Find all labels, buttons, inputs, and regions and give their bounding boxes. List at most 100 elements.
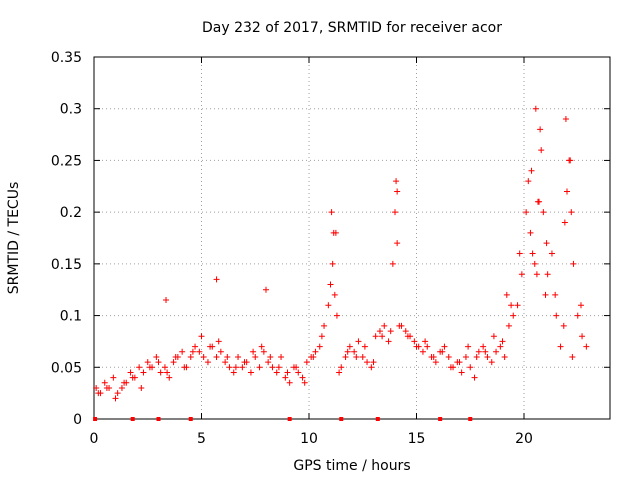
data-point bbox=[432, 359, 439, 366]
data-point bbox=[207, 343, 214, 350]
data-point bbox=[404, 333, 411, 340]
data-point bbox=[525, 178, 532, 185]
data-point bbox=[232, 364, 239, 371]
data-point bbox=[370, 359, 377, 366]
data-point bbox=[379, 333, 386, 340]
data-point bbox=[527, 229, 534, 236]
data-point bbox=[153, 353, 160, 360]
data-point bbox=[146, 364, 153, 371]
gap-marker bbox=[339, 417, 344, 421]
data-point bbox=[385, 338, 392, 345]
data-point bbox=[529, 250, 536, 257]
data-point bbox=[344, 348, 351, 355]
data-point bbox=[342, 353, 349, 360]
data-point bbox=[353, 353, 360, 360]
data-point bbox=[346, 343, 353, 350]
data-point bbox=[402, 328, 409, 335]
data-point bbox=[312, 348, 319, 355]
gap-marker bbox=[468, 417, 473, 421]
data-point bbox=[170, 359, 177, 366]
data-point bbox=[447, 364, 454, 371]
data-point bbox=[480, 343, 487, 350]
grid-lines bbox=[94, 57, 610, 419]
data-point bbox=[467, 364, 474, 371]
data-point bbox=[316, 343, 323, 350]
x-tick-label: 15 bbox=[408, 431, 426, 447]
x-tick-label: 0 bbox=[90, 431, 99, 447]
data-point bbox=[138, 384, 145, 391]
y-tick-label: 0.15 bbox=[51, 257, 82, 273]
data-point bbox=[548, 250, 555, 257]
data-point bbox=[396, 322, 403, 329]
y-tick-label: 0.2 bbox=[60, 205, 82, 221]
data-point bbox=[510, 312, 517, 319]
data-point bbox=[574, 312, 581, 319]
data-point bbox=[528, 167, 535, 174]
data-point bbox=[514, 302, 521, 309]
data-point bbox=[263, 286, 269, 293]
gap-marker bbox=[93, 417, 98, 421]
data-point bbox=[140, 369, 147, 376]
data-point bbox=[531, 260, 538, 267]
data-point bbox=[338, 364, 345, 371]
data-point bbox=[217, 348, 224, 355]
data-point bbox=[127, 369, 134, 376]
data-point bbox=[222, 359, 229, 366]
data-point bbox=[239, 364, 246, 371]
data-point bbox=[267, 353, 274, 360]
chart-title: Day 232 of 2017, SRMTID for receiver aco… bbox=[202, 20, 502, 36]
data-point bbox=[301, 379, 308, 386]
data-point bbox=[196, 348, 203, 355]
data-point bbox=[172, 353, 179, 360]
gap-marker bbox=[188, 417, 193, 421]
data-point bbox=[166, 374, 173, 381]
data-point bbox=[273, 369, 280, 376]
data-point bbox=[318, 333, 325, 340]
y-tick-label: 0.05 bbox=[51, 360, 82, 376]
y-tick-label: 0.25 bbox=[51, 153, 82, 169]
data-point bbox=[136, 364, 143, 371]
data-point bbox=[445, 353, 452, 360]
data-point bbox=[381, 322, 388, 329]
data-point bbox=[532, 105, 539, 112]
gap-marker bbox=[156, 417, 161, 421]
data-point bbox=[544, 271, 551, 278]
data-point bbox=[538, 147, 545, 154]
data-point bbox=[269, 364, 276, 371]
data-point bbox=[103, 384, 110, 391]
data-point bbox=[95, 390, 102, 397]
data-point bbox=[523, 209, 530, 216]
data-point bbox=[543, 240, 550, 247]
data-point bbox=[187, 353, 194, 360]
data-point bbox=[331, 291, 338, 298]
data-point bbox=[394, 188, 401, 195]
data-point bbox=[439, 348, 446, 355]
data-point bbox=[215, 338, 222, 345]
data-point bbox=[569, 353, 576, 360]
data-point bbox=[482, 348, 489, 355]
data-point bbox=[516, 250, 523, 257]
data-point bbox=[258, 343, 265, 350]
x-tick-label: 5 bbox=[197, 431, 206, 447]
data-point bbox=[389, 260, 396, 267]
data-point bbox=[224, 353, 231, 360]
data-point bbox=[282, 374, 289, 381]
data-point bbox=[157, 369, 164, 376]
data-point bbox=[471, 374, 478, 381]
data-point bbox=[327, 281, 334, 288]
data-point bbox=[542, 291, 549, 298]
data-point bbox=[424, 343, 431, 350]
data-point bbox=[387, 328, 394, 335]
data-point bbox=[332, 229, 339, 236]
data-point bbox=[561, 219, 568, 226]
data-point bbox=[121, 379, 128, 386]
data-point bbox=[265, 359, 272, 366]
data-point bbox=[161, 364, 168, 371]
x-tick-label: 20 bbox=[515, 431, 533, 447]
data-point bbox=[484, 353, 491, 360]
data-point bbox=[537, 126, 544, 133]
data-point bbox=[200, 353, 207, 360]
data-point bbox=[179, 348, 186, 355]
data-point bbox=[456, 359, 463, 366]
